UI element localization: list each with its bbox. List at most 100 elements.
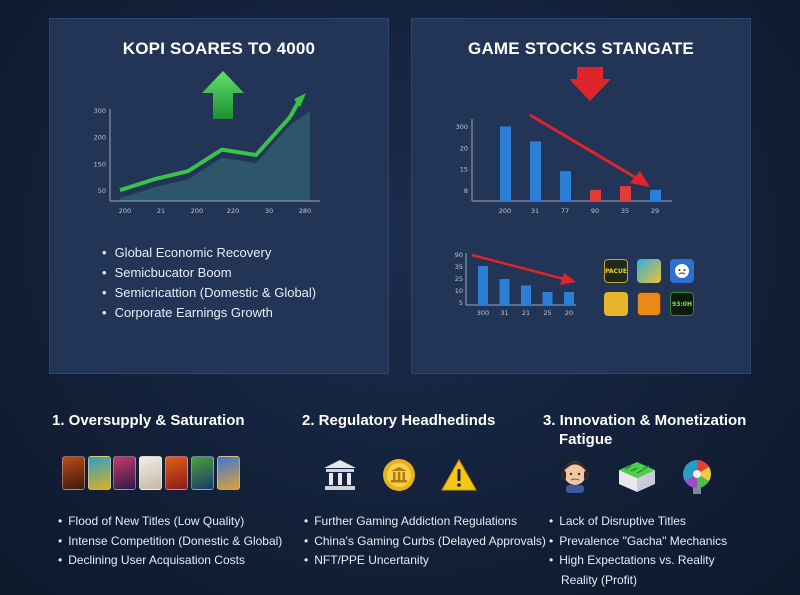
x-tick-label: 30 [265, 207, 273, 215]
game-thumbnail [88, 456, 111, 490]
y-tick-label: 5 [459, 299, 463, 307]
game-stocks-panel-title: GAME STOCKS STANGATE [468, 39, 694, 58]
section-2-list: Further Gaming Addiction Regulations Chi… [304, 512, 546, 571]
bar [500, 126, 511, 201]
game-thumbnail [62, 456, 85, 490]
game-thumbnail [113, 456, 136, 490]
y-tick-label: 200 [94, 134, 106, 142]
x-tick-label: 25 [543, 309, 551, 317]
section-1-list: Flood of New Titles (Low Quality) Intens… [58, 512, 282, 571]
list-item: Prevalence "Gacha" Mechanics [549, 532, 727, 552]
game-stocks-panel: GAME STOCKS STANGATE 300 20 15 8 200 31 77 90 35… [411, 18, 751, 374]
section-2-title-text: 2. Regulatory Headhedinds [302, 412, 496, 429]
coin-icon [383, 459, 415, 491]
y-tick-label: 300 [94, 107, 106, 115]
kospi-panel-title: KOPI SOARES TO 4000 [122, 39, 316, 58]
x-tick-label: 280 [299, 207, 311, 215]
app-icon-gold [604, 292, 628, 316]
kospi-line-chart: 300 200 150 50 200 21 200 220 30 280 [94, 93, 320, 215]
trend-arrow-line [471, 253, 565, 281]
list-item: High Expectations vs. Reality [549, 551, 727, 571]
y-tick-label: 90 [455, 251, 463, 259]
bar [620, 186, 631, 201]
x-tick-label: 77 [561, 207, 569, 215]
app-icon-timer: 93:0H [670, 292, 694, 316]
bar [478, 266, 488, 305]
x-tick-label: 31 [531, 207, 539, 215]
green-box-icon [619, 462, 655, 492]
trend-arrow-tail [288, 98, 302, 119]
x-tick-label: 200 [499, 207, 511, 215]
red-down-arrow-icon [569, 67, 611, 101]
app-icon-pacue: PACUE [604, 259, 628, 283]
bar [560, 171, 571, 201]
x-tick-label: 300 [477, 309, 489, 317]
section-1-title: 1. Oversupply & Saturation [52, 411, 245, 430]
section-3-title-line-1: 3. Innovation & Monetization [543, 412, 747, 429]
section-1-title-text: 1. Oversupply & Saturation [52, 412, 245, 429]
bar [530, 141, 541, 201]
game-thumbnail [217, 456, 240, 490]
game-thumbnail [139, 456, 162, 490]
bar [542, 292, 553, 305]
kospi-drivers-list: Global Economic Recovery Semicbucator Bo… [102, 243, 317, 323]
x-tick-label: 21 [522, 309, 530, 317]
list-item: Declining User Acquisation Costs [58, 551, 282, 571]
list-item: Semicricattion (Domestic & Global) [102, 283, 317, 303]
list-item: Global Economic Recovery [102, 243, 316, 263]
list-item: Corporate Earnings Growth [102, 303, 316, 323]
y-tick-label: 8 [464, 187, 468, 195]
building-icon [324, 460, 356, 490]
list-item: Lack of Disruptive Titles [549, 512, 727, 532]
x-tick-label: 31 [500, 309, 508, 317]
section-3-title: 3. Innovation & Monetization Fatigue [543, 411, 746, 449]
x-tick-label: 90 [591, 207, 599, 215]
list-item: Semicbucator Boom [102, 263, 316, 283]
gamer-headset-icon [561, 461, 589, 493]
x-tick-label: 220 [227, 207, 239, 215]
trend-arrowhead [630, 171, 650, 187]
green-up-arrow-icon [202, 71, 244, 119]
game-thumbnail [191, 456, 214, 490]
kospi-panel: KOPI SOARES TO 4000 300 200 150 50 200 21 200 2… [49, 18, 389, 374]
game-stocks-mini-bar-chart: 90 35 25 10 5 300 31 21 25 20 [455, 251, 576, 317]
trend-arrow-line [529, 113, 639, 181]
warning-icon [441, 458, 477, 491]
kospi-series-line [119, 115, 292, 193]
trend-arrowhead [560, 273, 576, 285]
list-item: Intense Competition (Donestic & Global) [58, 532, 282, 552]
list-item: China's Gaming Curbs (Delayed Approvals) [304, 532, 546, 552]
x-tick-label: 35 [621, 207, 629, 215]
game-thumbnail [165, 456, 188, 490]
y-tick-label: 150 [94, 160, 106, 168]
game-stocks-bar-chart: 300 20 15 8 200 31 77 90 35 29 [456, 113, 672, 215]
bar [590, 189, 601, 201]
y-tick-label: 20 [460, 144, 468, 152]
y-tick-label: 25 [455, 275, 463, 283]
x-tick-label: 20 [565, 309, 573, 317]
y-tick-label: 50 [98, 187, 106, 195]
bar [499, 279, 510, 305]
x-tick-label: 29 [651, 207, 659, 215]
bar [564, 292, 574, 305]
list-item: NFT/PPE Uncertanity [304, 551, 546, 571]
section-3-list: Lack of Disruptive Titles Prevalence "Ga… [549, 512, 727, 590]
chart-area-fill [120, 111, 310, 201]
y-tick-label: 300 [456, 123, 468, 131]
roulette-wheel-icon [683, 460, 711, 494]
x-tick-label: 21 [157, 207, 165, 215]
list-item: Further Gaming Addiction Regulations [304, 512, 546, 532]
app-icon-face [670, 259, 694, 283]
list-item: Reality (Profit) [561, 572, 638, 587]
section-3-title-line-2: Fatigue [559, 431, 613, 448]
section-2-title: 2. Regulatory Headhedinds [302, 411, 495, 430]
app-icon-colorful [637, 259, 661, 283]
x-tick-label: 200 [119, 207, 131, 215]
y-tick-label: 35 [455, 263, 463, 271]
bar [650, 189, 661, 201]
list-item: Flood of New Titles (Low Quality) [58, 512, 282, 532]
y-tick-label: 15 [460, 166, 468, 174]
y-tick-label: 10 [455, 287, 463, 295]
x-tick-label: 200 [191, 207, 203, 215]
bar [521, 285, 531, 305]
